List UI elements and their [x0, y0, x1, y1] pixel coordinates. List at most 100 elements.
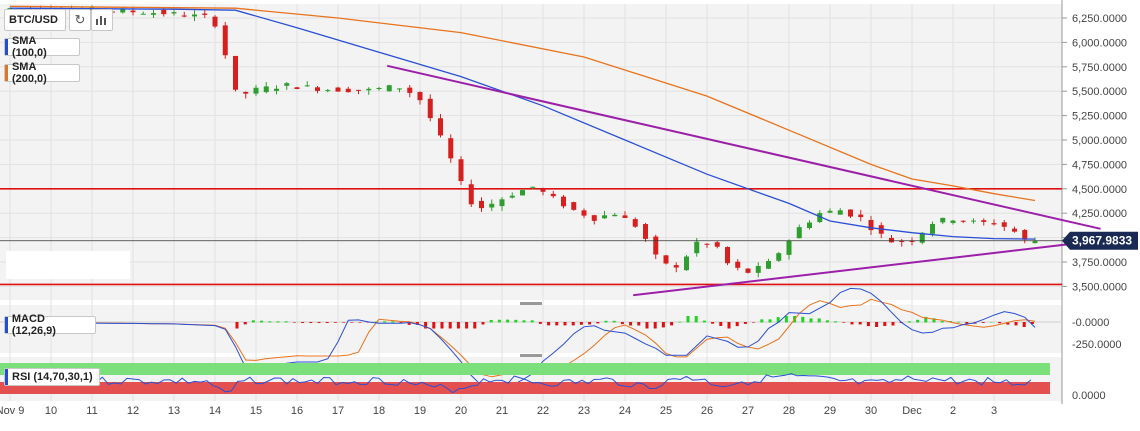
- macd-bar: [325, 322, 329, 323]
- macd-bar: [465, 322, 469, 329]
- candle-body: [458, 159, 464, 182]
- macd-bar: [555, 322, 559, 326]
- candle-body: [315, 87, 320, 91]
- candle-body: [684, 256, 689, 271]
- candle-body: [345, 88, 351, 93]
- x-tick-label: 24: [619, 405, 631, 417]
- candle-body: [509, 195, 515, 198]
- candle-body: [868, 220, 874, 231]
- bar-chart-button[interactable]: [91, 9, 113, 31]
- x-tick-label: 3: [991, 405, 997, 417]
- candle-body: [837, 210, 843, 215]
- x-tick-label: Dec: [902, 405, 922, 417]
- refresh-button[interactable]: ↻: [69, 9, 91, 31]
- sma100-label[interactable]: SMA (100,0): [4, 35, 80, 59]
- candle-body: [468, 184, 474, 205]
- candle-body: [407, 87, 413, 93]
- macd-bar: [547, 322, 551, 326]
- axis-bg: [1062, 0, 1140, 426]
- candle-body: [960, 220, 966, 222]
- blank-overlay: [6, 251, 130, 279]
- candle-body: [540, 188, 546, 192]
- symbol-label[interactable]: BTC/USD: [4, 9, 66, 31]
- macd-bar: [481, 322, 485, 325]
- candle-body: [130, 10, 136, 13]
- y-tick-label: 5,500.0000: [1072, 86, 1127, 98]
- macd-bar: [661, 322, 665, 328]
- macd-bar: [268, 321, 272, 323]
- macd-bar: [424, 322, 428, 329]
- candle-body: [161, 9, 167, 15]
- x-tick-label: 30: [865, 405, 877, 417]
- candle-body: [745, 268, 751, 273]
- candle-body: [612, 214, 618, 217]
- macd-bar: [276, 321, 280, 323]
- macd-bar: [243, 322, 247, 325]
- macd-bar: [456, 322, 460, 329]
- x-tick-label: 26: [701, 405, 713, 417]
- macd-bar: [522, 320, 526, 323]
- candle-body: [263, 86, 269, 93]
- sma200-text: SMA (200,0): [11, 61, 47, 85]
- macd-bar: [571, 322, 575, 326]
- candle-body: [274, 88, 279, 91]
- rsi-text: RSI (14,70,30,1): [12, 371, 93, 383]
- macd-bar: [784, 316, 788, 323]
- macd-bar: [284, 321, 288, 323]
- macd-bar: [825, 320, 829, 323]
- rsi-label[interactable]: RSI (14,70,30,1): [4, 368, 100, 386]
- sma200-label[interactable]: SMA (200,0): [4, 61, 80, 85]
- macd-bar: [883, 322, 887, 326]
- y-tick-label: 5,000.0000: [1072, 135, 1127, 147]
- x-tick-label: 13: [168, 405, 180, 417]
- macd-label[interactable]: MACD (12,26,9): [4, 313, 96, 337]
- macd-bar: [596, 322, 600, 324]
- x-tick-label: 16: [291, 405, 303, 417]
- candle-body: [971, 220, 976, 222]
- macd-bar: [727, 322, 731, 329]
- macd-bar: [260, 320, 264, 323]
- macd-bar: [965, 322, 969, 324]
- last-price-tag: [1062, 231, 1138, 250]
- candle-body: [796, 227, 802, 239]
- macd-tick-label: -250.0000: [1072, 339, 1122, 351]
- sma100-line: [9, 7, 1036, 240]
- macd-bar: [637, 322, 641, 326]
- candle-body: [581, 210, 587, 216]
- macd-bar: [670, 322, 674, 326]
- y-tick-label: 3,500.0000: [1072, 281, 1127, 293]
- pane-divider-handle: [520, 302, 542, 305]
- candle-body: [530, 186, 536, 188]
- candle-body: [643, 224, 648, 239]
- macd-bar: [1014, 322, 1018, 326]
- macd-bar: [350, 322, 354, 323]
- candle-body: [325, 90, 331, 92]
- rsi-overbought-band: [0, 363, 1050, 375]
- y-tick-label: 4,500.0000: [1072, 184, 1127, 196]
- x-tick-label: Nov 9: [0, 405, 24, 417]
- candle-body: [704, 243, 710, 245]
- macd-bar: [875, 322, 879, 327]
- macd-bar: [719, 322, 723, 326]
- y-tick-label: 5,250.0000: [1072, 111, 1127, 123]
- macd-bar: [629, 322, 633, 326]
- candle-body: [1032, 241, 1038, 244]
- candle-body: [889, 237, 894, 243]
- sma200-swatch: [5, 65, 8, 81]
- candle-body: [304, 85, 310, 87]
- macd-bar: [563, 322, 567, 326]
- macd-bar: [612, 320, 616, 323]
- candle-body: [489, 203, 495, 208]
- macd-bar: [760, 319, 764, 323]
- x-tick-label: 28: [783, 405, 795, 417]
- x-tick-label: 18: [373, 405, 385, 417]
- macd-bar: [333, 322, 337, 323]
- candle-body: [520, 190, 525, 196]
- macd-bar: [432, 322, 436, 329]
- macd-bar: [620, 322, 624, 325]
- candle-body: [827, 210, 833, 213]
- x-tick-label: 10: [45, 405, 57, 417]
- candle-body: [653, 236, 659, 255]
- macd-bar: [743, 322, 747, 324]
- candle-body: [899, 240, 905, 243]
